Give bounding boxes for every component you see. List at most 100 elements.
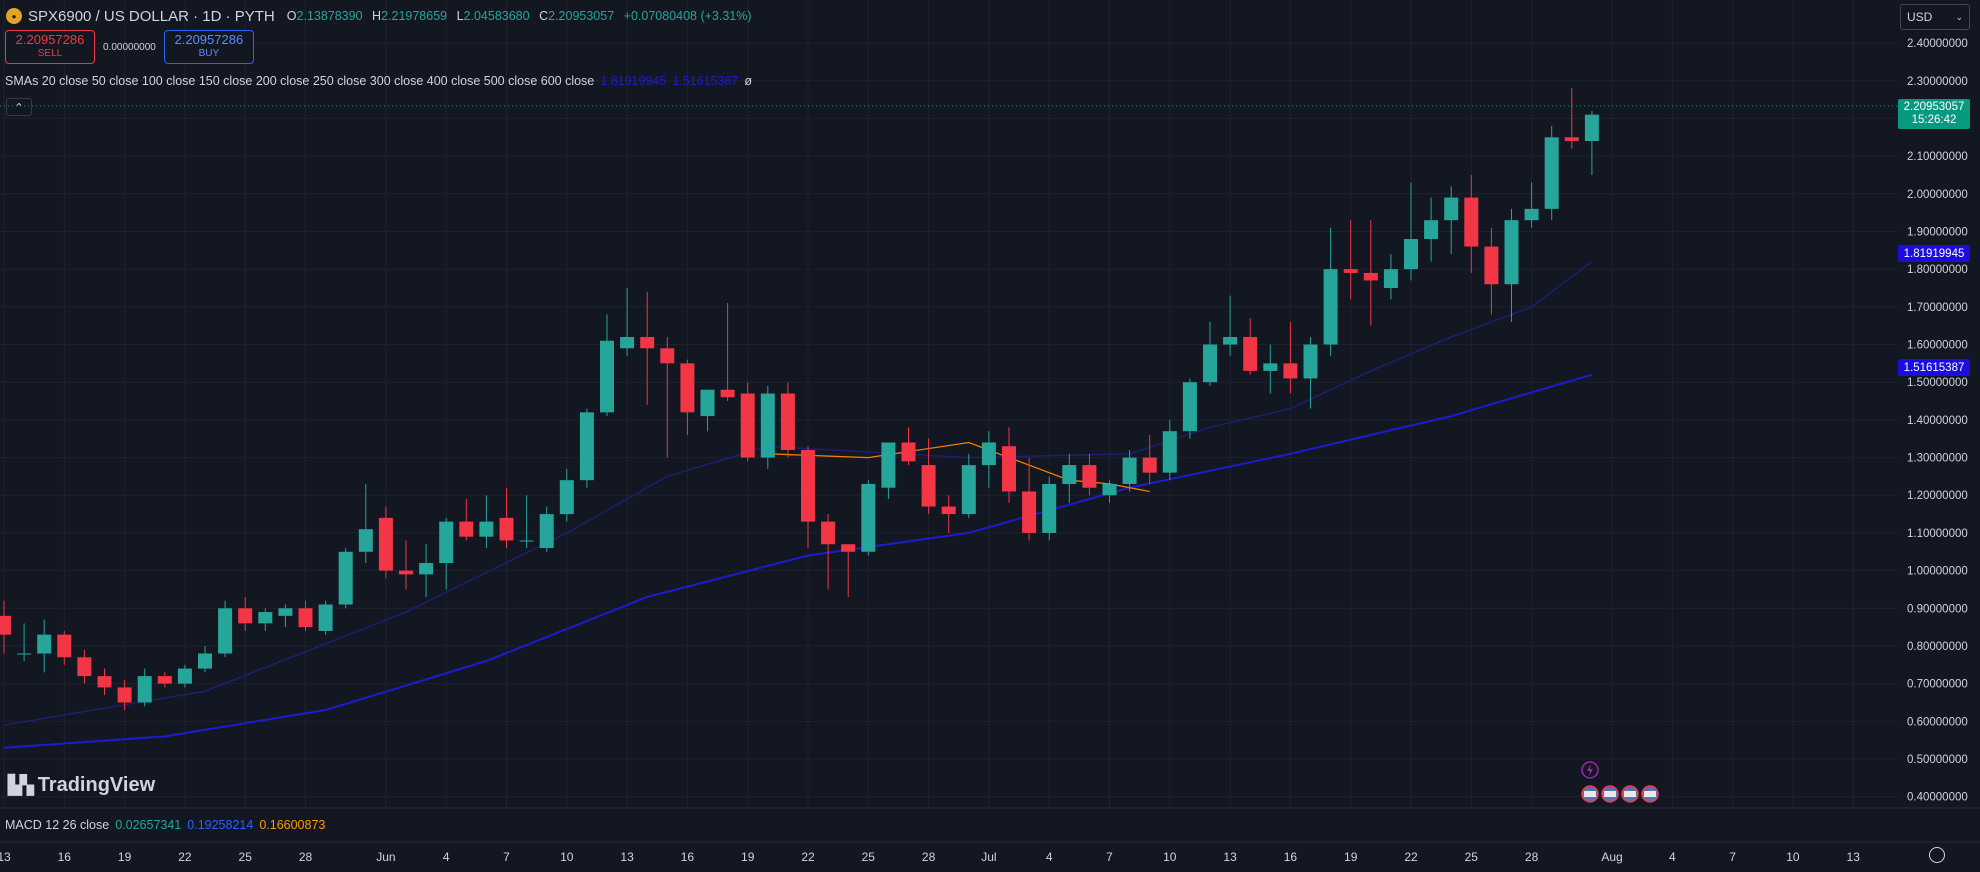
signal-value: 0.19258214 [187,818,254,832]
gear-icon[interactable] [1929,847,1945,863]
time-tick-label: Jul [981,850,996,864]
candle-body [981,442,996,466]
price-tick-label: 2.10000000 [1907,151,1968,163]
time-tick-label: 4 [1046,850,1053,864]
close-label: C [539,9,549,23]
candle [1243,318,1258,375]
candle-body [881,442,896,488]
price-tick-label: 1.80000000 [1907,264,1968,276]
candle-body [1524,208,1539,221]
sma-suffix: ø [744,74,752,88]
candle [378,506,393,579]
candle-body [1383,269,1398,288]
candle-body [157,676,172,684]
candle-body [740,393,755,458]
candle-body [1042,483,1057,533]
candle-body [1564,137,1579,142]
candle-body [57,634,72,658]
time-tick-label: 22 [178,850,192,864]
candle [1022,457,1037,541]
change-value: +0.07080408 [623,9,697,23]
candle [157,672,172,688]
candle-body [861,483,876,552]
symbol-title[interactable]: SPX6900 / US DOLLAR · 1D · PYTH [28,7,275,25]
us-flag-icon[interactable] [1601,785,1619,803]
currency-select[interactable]: USD ⌄ [1900,4,1970,30]
price-tick-label: 1.50000000 [1907,377,1968,389]
candle [1303,336,1318,409]
us-flag-icon[interactable] [1581,785,1599,803]
candle [861,480,876,556]
candle-body [399,570,413,575]
candle-body [801,450,815,522]
buy-label: BUY [198,48,220,59]
candle [338,548,353,609]
candle-body [1504,220,1519,285]
logo-text: TradingView [37,774,156,796]
candle [600,314,614,417]
candle-body [338,551,353,605]
candle [1484,227,1499,315]
sell-button[interactable]: 2.20957286 SELL [5,30,95,64]
bar-countdown: 15:26:42 [1911,114,1957,126]
candle [1383,254,1398,300]
candle-body [579,412,594,481]
candle-body [901,442,916,462]
candle-body [841,544,856,552]
price-axis: 2.400000002.300000002.200000002.10000000… [1907,38,1968,804]
price-tick-label: 0.40000000 [1907,792,1968,804]
us-flag-icon[interactable] [1621,785,1639,803]
lightning-icon[interactable] [1581,761,1599,779]
buy-button[interactable]: 2.20957286 BUY [163,30,254,64]
candle [539,506,554,552]
sma-value-1: 1.81919945 [600,74,667,88]
time-tick-label: 22 [1404,850,1418,864]
ohlc-values: O2.13878390 H2.21978659 L2.04583680 C2.2… [287,9,752,23]
time-tick-label: 25 [1465,850,1479,864]
current-price-value: 2.20953057 [1903,101,1965,113]
candle [479,495,494,548]
sma-lines [3,261,1593,749]
candle [198,645,212,673]
price-tick-label: 1.10000000 [1907,528,1968,540]
candle-body [780,393,795,451]
candle-body [298,608,313,628]
candle [1283,321,1298,394]
candle [640,291,655,405]
candle-body [37,634,52,654]
candle [278,604,293,628]
candles [0,88,1599,711]
candle [459,499,474,541]
sma-label: SMAs 20 close 50 close 100 close 150 clo… [5,74,595,88]
tradingview-logo[interactable]: ▙▚ TradingView [8,774,155,797]
candle-body [439,521,454,564]
candle [1564,88,1579,149]
time-tick-label: 16 [681,850,695,864]
candle-body [0,615,11,635]
price-tick-label: 1.60000000 [1907,340,1968,352]
candle [519,495,534,548]
event-markers [1581,761,1659,803]
time-tick-label: 28 [922,850,936,864]
collapse-legend-button[interactable]: ⌃ [6,98,32,116]
candle [137,668,152,707]
price-tick-label: 1.40000000 [1907,415,1968,427]
time-tick-label: 7 [1729,850,1736,864]
candle [1524,182,1539,228]
sma-value-2: 1.51615387 [672,74,739,88]
close-value: 2.20953057 [548,9,615,23]
buy-price: 2.20957286 [174,32,244,47]
macd-legend[interactable]: MACD 12 26 close 0.02657341 0.19258214 0… [5,818,325,832]
candle [821,514,836,590]
candle-body [177,668,192,684]
sma-legend[interactable]: SMAs 20 close 50 close 100 close 150 clo… [5,74,752,88]
candle-body [961,465,976,515]
us-flag-icon[interactable] [1641,785,1659,803]
time-tick-label: 10 [1786,850,1800,864]
sell-price: 2.20957286 [15,32,85,47]
candle [961,453,976,518]
candle-body [258,612,273,624]
candle-body [660,348,675,364]
candle [680,359,695,435]
